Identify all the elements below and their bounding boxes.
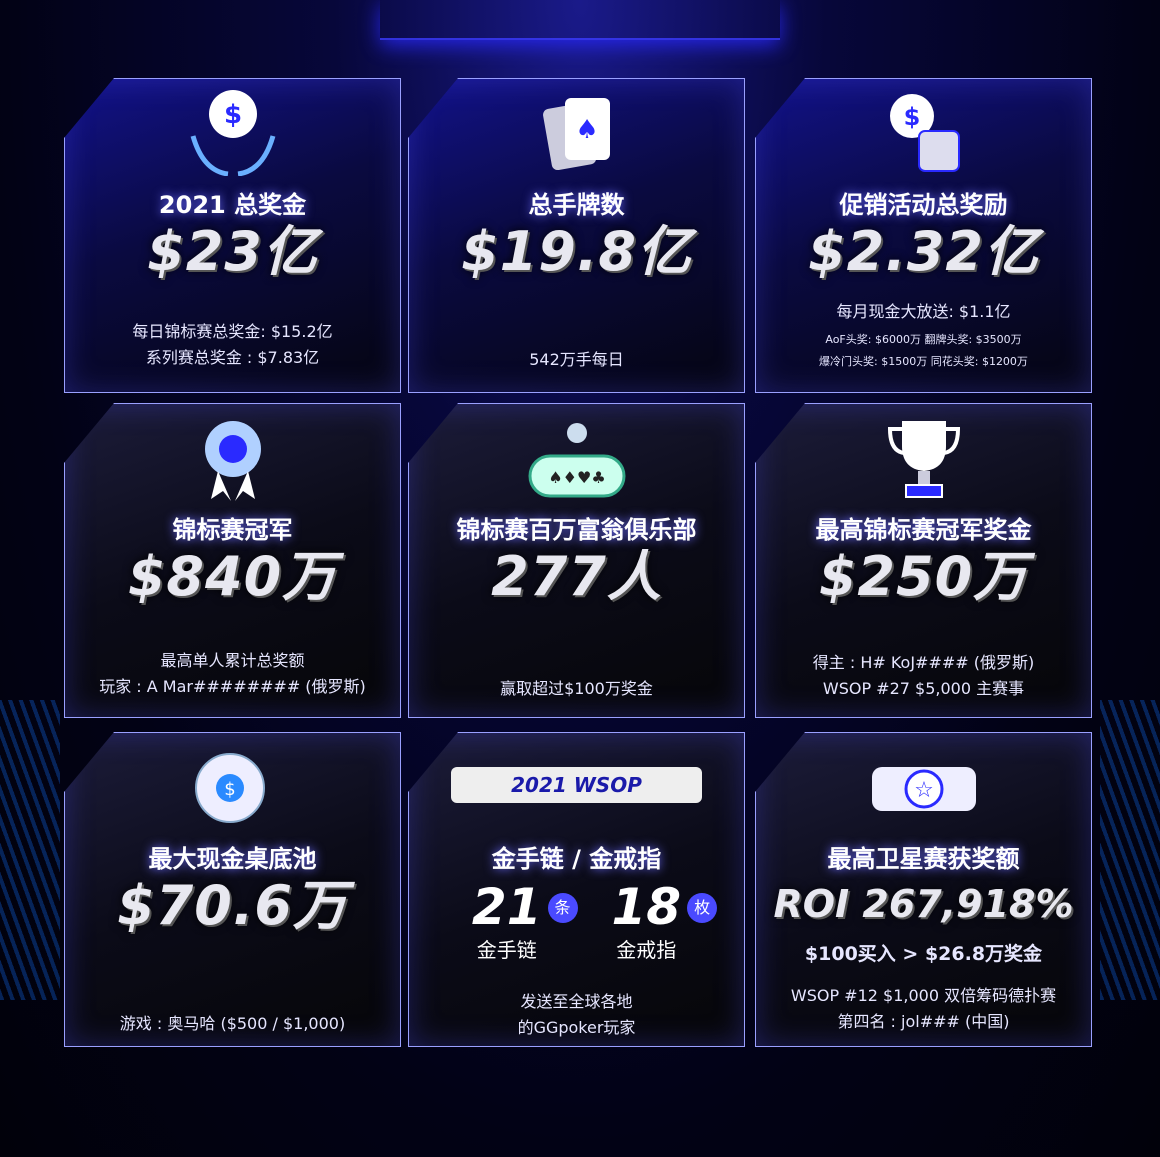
- bracelet-label: 金手链: [476, 938, 537, 962]
- wsop-badge: 2021 WSOP: [451, 767, 702, 803]
- card-title: 2021 总奖金: [158, 191, 307, 219]
- card-biggest-cash-pot: $ 最大现金桌底池 $70.6万 游戏 : 奥马哈 ($500 / $1,000…: [64, 732, 401, 1047]
- chips-icon: $: [65, 745, 400, 825]
- card-value: $23亿: [147, 220, 318, 283]
- playing-cards-icon: ♠: [409, 91, 744, 171]
- dollar-thumbs-up-icon: $: [756, 91, 1091, 172]
- bracelet-unit: 条: [547, 893, 578, 923]
- card-title: 最大现金桌底池: [148, 845, 317, 873]
- svg-text:☆: ☆: [914, 778, 934, 803]
- background-stripes: [1100, 700, 1160, 1000]
- card-subtext: 每月现金大放送: $1.1亿: [836, 302, 1011, 321]
- card-subtext: 赢取超过$100万奖金: [500, 679, 653, 698]
- bracelet-number: 21: [471, 878, 542, 936]
- hands-dollar-icon: $: [65, 90, 400, 176]
- card-top-satellite: ☆ 最高卫星赛获奖额 ROI 267,918% $100买入 > $26.8万奖…: [755, 732, 1092, 1047]
- buyin-prize: $100买入 > $26.8万奖金: [804, 943, 1043, 965]
- card-subtext: 最高单人累计总奖额 玩家 : A Mar######## (俄罗斯): [99, 651, 366, 696]
- ring-label: 金戒指: [616, 938, 677, 962]
- svg-text:♠♦♥♣: ♠♦♥♣: [548, 468, 605, 487]
- card-bracelets-rings: 2021 WSOP 金手链 / 金戒指 21 条金手链 18 枚金戒指 发送至全球各…: [408, 732, 745, 1047]
- svg-text:♠: ♠: [575, 115, 598, 145]
- card-tournament-champion: 锦标赛冠军 $840万 最高单人累计总奖额 玩家 : A Mar######## …: [64, 403, 401, 718]
- card-value: $250万: [818, 545, 1029, 608]
- count-pair: 21 条金手链 18 枚金戒指: [409, 879, 744, 963]
- medal-icon: [65, 416, 400, 501]
- ring-count: 18 枚金戒指: [611, 878, 718, 963]
- card-total-prize: $ 2021 总奖金 $23亿 每日锦标赛总奖金: $15.2亿 系列赛总奖金 :…: [64, 78, 401, 393]
- card-title: 金手链 / 金戒指: [491, 845, 662, 873]
- card-subtext: WSOP #12 $1,000 双倍筹码德扑赛 第四名 : jol### (中国): [790, 986, 1057, 1031]
- card-promotions: $ 促销活动总奖励 $2.32亿 每月现金大放送: $1.1亿 AoF头奖: $…: [755, 78, 1092, 393]
- card-title: 最高卫星赛获奖额: [827, 845, 1020, 873]
- card-value: ROI 267,918%: [773, 882, 1074, 926]
- card-title: 锦标赛冠军: [172, 516, 293, 544]
- card-total-hands: ♠ 总手牌数 $19.8亿 542万手每日: [408, 78, 745, 393]
- bracelet-count: 21 条金手链: [471, 878, 578, 963]
- card-subtext: 得主 : H# KoJ#### (俄罗斯) WSOP #27 $5,000 主赛事: [812, 653, 1035, 698]
- ring-number: 18: [611, 878, 682, 936]
- card-top-champion-prize: 最高锦标赛冠军奖金 $250万 得主 : H# KoJ#### (俄罗斯) WSO…: [755, 403, 1092, 718]
- card-subtext: 542万手每日: [529, 350, 624, 369]
- card-subtext: 每日锦标赛总奖金: $15.2亿 系列赛总奖金 : $7.83亿: [132, 322, 333, 367]
- svg-text:$: $: [223, 100, 241, 130]
- card-millionaire-club: ♠♦♥♣ 锦标赛百万富翁俱乐部 277人 赢取超过$100万奖金: [408, 403, 745, 718]
- card-value: $840万: [127, 545, 338, 608]
- background-stripes: [0, 700, 60, 1000]
- background-glow: [380, 0, 780, 40]
- card-small-text: AoF头奖: $6000万 翻牌头奖: $3500万 爆冷门头奖: $1500万 …: [819, 333, 1028, 368]
- card-subtext: 游戏 : 奥马哈 ($500 / $1,000): [119, 1014, 346, 1033]
- card-value: 277人: [491, 545, 662, 608]
- card-value: $70.6万: [117, 874, 348, 937]
- card-title: 最高锦标赛冠军奖金: [815, 516, 1032, 544]
- poker-table-icon: ♠♦♥♣: [409, 416, 744, 498]
- card-value: $2.32亿: [808, 220, 1039, 283]
- card-title: 锦标赛百万富翁俱乐部: [456, 516, 697, 544]
- wsop-bracelet-icon: 2021 WSOP: [409, 745, 744, 825]
- star-ring-icon: ☆: [756, 745, 1091, 825]
- card-title: 促销活动总奖励: [839, 191, 1008, 219]
- svg-text:$: $: [224, 779, 235, 800]
- trophy-icon: [756, 416, 1091, 498]
- card-title: 总手牌数: [528, 191, 625, 219]
- card-value: $19.8亿: [461, 220, 692, 283]
- ring-unit: 枚: [687, 893, 718, 923]
- card-subtext: 发送至全球各地 的GGpoker玩家: [517, 992, 636, 1037]
- svg-text:$: $: [903, 103, 920, 131]
